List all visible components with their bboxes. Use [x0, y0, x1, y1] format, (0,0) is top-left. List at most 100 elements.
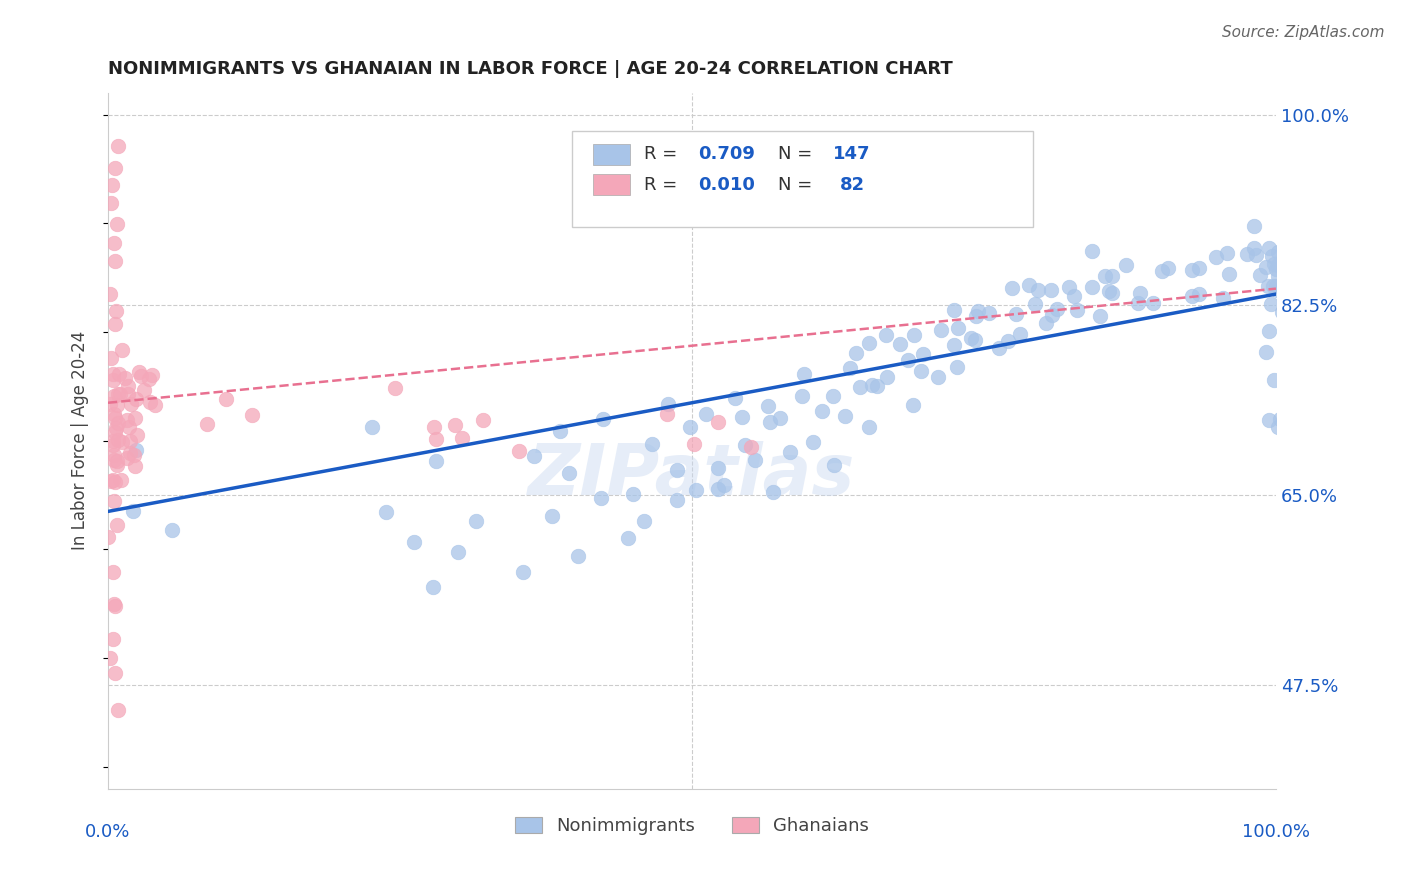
Point: [591, 491, 613, 506]
Point: [1257, 241, 1279, 255]
FancyBboxPatch shape: [572, 131, 1033, 227]
Point: [823, 458, 845, 473]
Point: [105, 304, 128, 318]
FancyBboxPatch shape: [593, 175, 630, 195]
Point: [997, 334, 1019, 348]
Point: [1157, 260, 1180, 275]
Point: [425, 432, 447, 446]
Point: [111, 434, 134, 449]
Point: [1040, 283, 1063, 297]
Point: [567, 549, 589, 564]
Point: [105, 398, 128, 412]
Point: [117, 379, 139, 393]
Point: [1181, 263, 1204, 277]
Point: [1216, 246, 1239, 260]
Point: [97, 530, 120, 544]
Point: [965, 309, 987, 323]
Point: [1267, 244, 1289, 259]
Point: [666, 492, 689, 507]
Point: [707, 415, 730, 429]
Point: [1094, 269, 1116, 284]
Point: [792, 389, 814, 403]
Point: [707, 461, 730, 475]
Point: [104, 665, 127, 680]
Point: [464, 514, 486, 528]
Point: [912, 347, 935, 361]
Point: [443, 417, 465, 432]
Point: [903, 327, 925, 342]
Point: [1249, 268, 1271, 282]
Point: [897, 352, 920, 367]
Point: [384, 381, 406, 395]
Point: [360, 420, 382, 434]
Point: [104, 475, 127, 489]
Point: [1258, 324, 1281, 338]
Point: [734, 438, 756, 452]
Point: [1265, 283, 1288, 297]
Point: [865, 379, 887, 393]
Point: [115, 450, 138, 465]
Point: [801, 434, 824, 449]
Point: [1010, 327, 1032, 342]
Point: [1275, 233, 1298, 247]
Text: Source: ZipAtlas.com: Source: ZipAtlas.com: [1222, 25, 1385, 40]
Text: 100.0%: 100.0%: [1241, 823, 1310, 841]
Point: [1018, 278, 1040, 293]
Point: [1243, 219, 1265, 234]
Point: [548, 424, 571, 438]
Point: [1267, 268, 1289, 283]
Point: [849, 380, 872, 394]
Point: [128, 364, 150, 378]
Point: [1257, 278, 1279, 293]
Point: [160, 524, 183, 538]
Point: [845, 345, 868, 359]
Point: [731, 409, 754, 424]
Point: [100, 351, 122, 365]
Point: [946, 321, 969, 335]
Point: [104, 425, 127, 439]
Point: [139, 395, 162, 409]
Point: [558, 467, 581, 481]
Point: [1057, 280, 1080, 294]
Point: [101, 434, 124, 448]
Point: [117, 387, 139, 401]
Point: [657, 407, 679, 421]
Point: [876, 369, 898, 384]
Point: [946, 360, 969, 375]
Point: [592, 412, 614, 426]
Y-axis label: In Labor Force | Age 20-24: In Labor Force | Age 20-24: [72, 331, 89, 550]
Point: [145, 398, 167, 412]
Point: [1001, 281, 1024, 295]
Point: [1263, 257, 1285, 271]
Text: R =: R =: [644, 176, 683, 194]
Point: [404, 534, 426, 549]
Point: [101, 178, 124, 192]
Point: [98, 650, 121, 665]
Point: [1115, 258, 1137, 272]
Point: [1243, 241, 1265, 255]
Point: [769, 411, 792, 425]
Point: [910, 364, 932, 378]
Point: [107, 386, 129, 401]
Point: [100, 195, 122, 210]
FancyBboxPatch shape: [593, 144, 630, 165]
Point: [375, 505, 398, 519]
Point: [1101, 285, 1123, 300]
Point: [215, 392, 238, 407]
Point: [1270, 412, 1292, 426]
Point: [1188, 260, 1211, 275]
Text: NONIMMIGRANTS VS GHANAIAN IN LABOR FORCE | AGE 20-24 CORRELATION CHART: NONIMMIGRANTS VS GHANAIAN IN LABOR FORCE…: [108, 60, 953, 78]
Point: [1254, 344, 1277, 359]
Point: [127, 428, 149, 442]
Point: [838, 361, 860, 376]
Point: [103, 408, 125, 422]
Point: [120, 446, 142, 460]
Point: [104, 421, 127, 435]
Point: [101, 373, 124, 387]
Point: [124, 392, 146, 406]
Point: [104, 411, 127, 425]
Point: [103, 236, 125, 251]
Point: [685, 483, 707, 497]
Point: [811, 403, 834, 417]
Point: [1101, 269, 1123, 284]
